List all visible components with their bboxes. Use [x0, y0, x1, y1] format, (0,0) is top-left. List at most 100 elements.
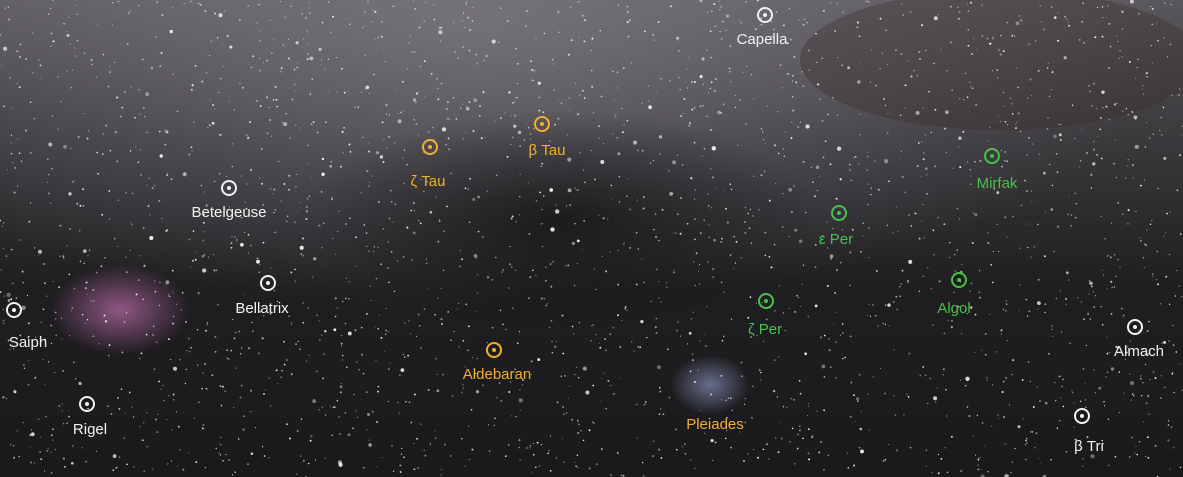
- star: [1105, 376, 1107, 378]
- star: [83, 249, 87, 253]
- star: [855, 397, 860, 401]
- star: [214, 108, 216, 110]
- star: [1098, 386, 1101, 390]
- star: [657, 21, 660, 24]
- star: [143, 470, 145, 472]
- star: [427, 288, 429, 290]
- star: [46, 450, 49, 452]
- star: [45, 415, 47, 418]
- star: [66, 245, 68, 247]
- star: [509, 245, 511, 248]
- star: [693, 261, 695, 263]
- star: [1016, 121, 1018, 123]
- star: [341, 130, 344, 133]
- star: [937, 453, 940, 456]
- star: [974, 160, 976, 163]
- star: [551, 352, 553, 354]
- star: [18, 152, 21, 154]
- star: [1102, 443, 1104, 445]
- star: [392, 5, 395, 8]
- star-dot: [492, 348, 496, 352]
- star: [348, 143, 351, 146]
- star: [652, 455, 654, 457]
- star: [96, 151, 99, 154]
- star: [40, 77, 42, 79]
- star: [945, 151, 948, 154]
- star: [235, 239, 238, 241]
- star: [519, 173, 521, 175]
- star: [23, 367, 26, 369]
- star: [1031, 201, 1033, 203]
- star: [1050, 459, 1052, 461]
- star: [462, 339, 465, 342]
- star: [1079, 400, 1082, 403]
- star: [393, 290, 396, 293]
- star: [793, 462, 796, 465]
- star: [518, 398, 523, 403]
- star: [782, 226, 784, 228]
- star: [418, 26, 421, 29]
- star: [519, 459, 521, 461]
- star: [834, 30, 837, 33]
- star: [104, 257, 106, 259]
- star: [213, 269, 216, 272]
- star: [653, 39, 655, 41]
- star: [208, 54, 211, 57]
- star: [958, 11, 961, 14]
- star: [639, 346, 642, 349]
- star: [371, 410, 374, 413]
- star: [1004, 443, 1006, 445]
- star: [405, 400, 407, 403]
- star: [835, 311, 837, 313]
- star: [1058, 123, 1060, 125]
- star: [3, 295, 6, 297]
- star: [1128, 456, 1131, 458]
- star: [366, 391, 368, 393]
- star: [835, 341, 837, 344]
- star: [798, 19, 800, 21]
- star: [992, 37, 994, 39]
- star: [377, 390, 379, 393]
- star: [233, 109, 236, 111]
- star: [775, 437, 777, 439]
- star: [821, 120, 824, 122]
- star: [678, 76, 680, 79]
- star: [617, 152, 621, 156]
- star: [753, 98, 755, 100]
- star: [336, 56, 338, 59]
- star: [1121, 10, 1124, 13]
- star: [243, 231, 246, 233]
- star: [600, 448, 603, 450]
- star: [7, 6, 9, 8]
- star: [387, 368, 390, 371]
- star: [365, 85, 370, 90]
- star: [7, 339, 10, 342]
- star: [835, 197, 838, 200]
- star: [1106, 336, 1108, 338]
- star: [979, 159, 982, 163]
- star: [996, 191, 1000, 195]
- star: [1009, 404, 1011, 406]
- star: [627, 178, 629, 180]
- star: [70, 87, 72, 89]
- star: [918, 50, 921, 53]
- star: [616, 87, 618, 89]
- star: [964, 72, 967, 75]
- star: [543, 195, 545, 197]
- star: [24, 129, 27, 132]
- star: [691, 108, 694, 111]
- star: [467, 16, 470, 19]
- star: [761, 302, 764, 304]
- star: [246, 183, 248, 185]
- star: [981, 349, 983, 351]
- star: [729, 45, 732, 48]
- star: [1012, 215, 1014, 218]
- star: [316, 314, 318, 316]
- star: [622, 474, 625, 477]
- star: [329, 165, 332, 168]
- star: [867, 151, 869, 153]
- star: [478, 114, 481, 117]
- star: [185, 368, 187, 371]
- star: [446, 117, 449, 120]
- star: [29, 446, 31, 448]
